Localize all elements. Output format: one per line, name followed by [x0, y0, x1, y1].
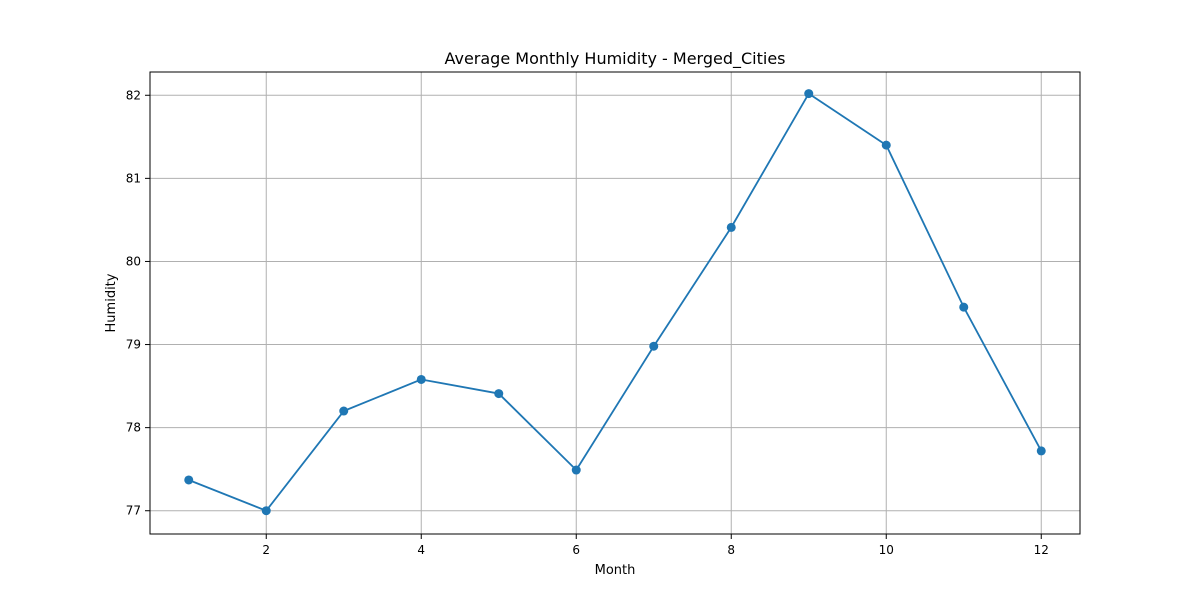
data-point — [649, 341, 659, 351]
x-axis-label: Month — [595, 563, 636, 578]
x-tick-label: 6 — [572, 543, 580, 557]
chart-title: Average Monthly Humidity - Merged_Cities — [444, 49, 785, 69]
y-tick-label: 80 — [126, 254, 141, 268]
data-point — [571, 465, 581, 475]
data-point — [1036, 446, 1046, 456]
data-point — [726, 222, 736, 232]
tick-layer: 2 4 6 8 10 12 77 78 79 80 81 82 — [126, 88, 1049, 557]
series-layer — [184, 89, 1046, 516]
data-point — [339, 406, 349, 416]
x-tick-label: 4 — [417, 543, 425, 557]
x-tick-label: 12 — [1034, 543, 1049, 557]
data-point — [184, 475, 194, 485]
data-point — [261, 506, 271, 516]
data-point — [881, 140, 891, 150]
y-tick-label: 77 — [126, 504, 141, 518]
data-point — [959, 302, 969, 312]
x-tick-label: 2 — [262, 543, 270, 557]
data-point — [494, 389, 504, 399]
plot-frame — [149, 71, 1081, 535]
y-tick-label: 81 — [126, 171, 141, 185]
y-tick-label: 79 — [126, 338, 141, 352]
x-tick-label: 10 — [879, 543, 894, 557]
y-axis-label: Humidity — [104, 273, 119, 332]
series-line — [188, 92, 1043, 512]
data-point — [804, 89, 814, 99]
grid-layer — [150, 72, 1080, 534]
data-point — [416, 374, 426, 384]
x-tick-label: 8 — [727, 543, 735, 557]
y-tick-label: 78 — [126, 421, 141, 435]
y-tick-label: 82 — [126, 88, 141, 102]
